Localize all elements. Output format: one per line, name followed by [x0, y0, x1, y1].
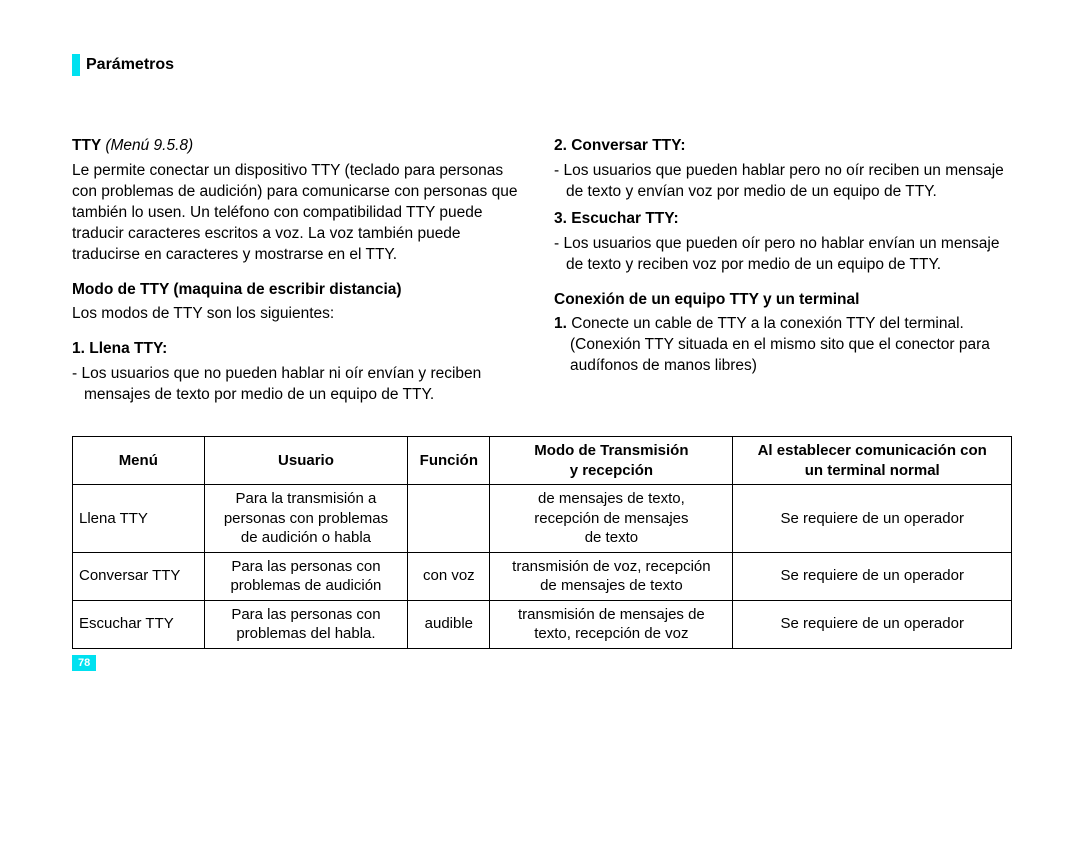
- connection-step-body: Conecte un cable de TTY a la conexión TT…: [567, 315, 990, 374]
- mode-intro: Los modos de TTY son los siguientes:: [72, 304, 526, 325]
- cell-comm: Se requiere de un operador: [733, 552, 1012, 600]
- cell-user: Para las personas con problemas de audic…: [204, 552, 408, 600]
- cell-comm: Se requiere de un operador: [733, 600, 1012, 648]
- item2-body: - Los usuarios que pueden hablar pero no…: [554, 161, 1008, 203]
- col-mode: Modo de Transmisión y recepción: [490, 437, 733, 485]
- col-user: Usuario: [204, 437, 408, 485]
- cell-user-l1: Para la transmisión a: [235, 490, 376, 507]
- cell-user-l1: Para las personas con: [231, 606, 380, 623]
- cell-mode: transmisión de voz, recepción de mensaje…: [490, 552, 733, 600]
- item3-title: 3. Escuchar TTY:: [554, 209, 1008, 230]
- col-mode-l1: Modo de Transmisión: [534, 442, 688, 459]
- cell-menu: Llena TTY: [73, 485, 205, 553]
- cell-mode-l2: de mensajes de texto: [540, 577, 683, 594]
- cell-user: Para la transmisión a personas con probl…: [204, 485, 408, 553]
- connection-step-num: 1.: [554, 315, 567, 332]
- cell-func: con voz: [408, 552, 490, 600]
- col-comm-l2: un terminal normal: [805, 462, 940, 479]
- cell-user-l2: personas con problemas: [224, 510, 388, 527]
- cell-user-l2: problemas del habla.: [236, 625, 375, 642]
- section-title: Parámetros: [86, 56, 174, 74]
- table-row: Conversar TTY Para las personas con prob…: [73, 552, 1012, 600]
- section-header: Parámetros: [72, 54, 1008, 76]
- table-header-row: Menú Usuario Función Modo de Transmisión…: [73, 437, 1012, 485]
- cell-func: [408, 485, 490, 553]
- cell-menu: Conversar TTY: [73, 552, 205, 600]
- col-comm-l1: Al establecer comunicación con: [758, 442, 987, 459]
- tty-label: TTY: [72, 137, 101, 154]
- cell-user-l2: problemas de audición: [230, 577, 381, 594]
- cell-mode-l2: texto, recepción de voz: [534, 625, 688, 642]
- right-column: 2. Conversar TTY: - Los usuarios que pue…: [554, 136, 1008, 410]
- tty-menu-ref: (Menú 9.5.8): [105, 137, 193, 154]
- col-func: Función: [408, 437, 490, 485]
- page-number-badge: 78: [72, 655, 96, 671]
- cell-mode: de mensajes de texto, recepción de mensa…: [490, 485, 733, 553]
- cell-comm: Se requiere de un operador: [733, 485, 1012, 553]
- cell-func: audible: [408, 600, 490, 648]
- connection-title: Conexión de un equipo TTY y un terminal: [554, 290, 1008, 311]
- accent-bar-icon: [72, 54, 80, 76]
- cell-mode-l1: transmisión de voz, recepción: [512, 558, 710, 575]
- cell-user-l1: Para las personas con: [231, 558, 380, 575]
- item2-title: 2. Conversar TTY:: [554, 136, 1008, 157]
- mode-title: Modo de TTY (maquina de escribir distanc…: [72, 280, 526, 301]
- cell-menu: Escuchar TTY: [73, 600, 205, 648]
- two-column-body: TTY (Menú 9.5.8) Le permite conectar un …: [72, 136, 1008, 410]
- item1-title: 1. Llena TTY:: [72, 339, 526, 360]
- left-column: TTY (Menú 9.5.8) Le permite conectar un …: [72, 136, 526, 410]
- cell-mode-l1: de mensajes de texto,: [538, 490, 685, 507]
- table-row: Llena TTY Para la transmisión a personas…: [73, 485, 1012, 553]
- cell-user-l3: de audición o habla: [241, 529, 371, 546]
- col-mode-l2: y recepción: [570, 462, 653, 479]
- tty-intro: Le permite conectar un dispositivo TTY (…: [72, 161, 526, 266]
- cell-mode-l1: transmisión de mensajes de: [518, 606, 705, 623]
- connection-step: 1. Conecte un cable de TTY a la conexión…: [554, 314, 1008, 377]
- tty-heading: TTY (Menú 9.5.8): [72, 136, 526, 157]
- table-row: Escuchar TTY Para las personas con probl…: [73, 600, 1012, 648]
- item3-body: - Los usuarios que pueden oír pero no ha…: [554, 234, 1008, 276]
- tty-modes-table: Menú Usuario Función Modo de Transmisión…: [72, 436, 1012, 649]
- cell-mode-l2: recepción de mensajes: [534, 510, 688, 527]
- item1-body: - Los usuarios que no pueden hablar ni o…: [72, 364, 526, 406]
- cell-user: Para las personas con problemas del habl…: [204, 600, 408, 648]
- cell-mode-l3: de texto: [585, 529, 638, 546]
- col-menu: Menú: [73, 437, 205, 485]
- col-comm: Al establecer comunicación con un termin…: [733, 437, 1012, 485]
- cell-mode: transmisión de mensajes de texto, recepc…: [490, 600, 733, 648]
- manual-page: Parámetros TTY (Menú 9.5.8) Le permite c…: [0, 0, 1080, 689]
